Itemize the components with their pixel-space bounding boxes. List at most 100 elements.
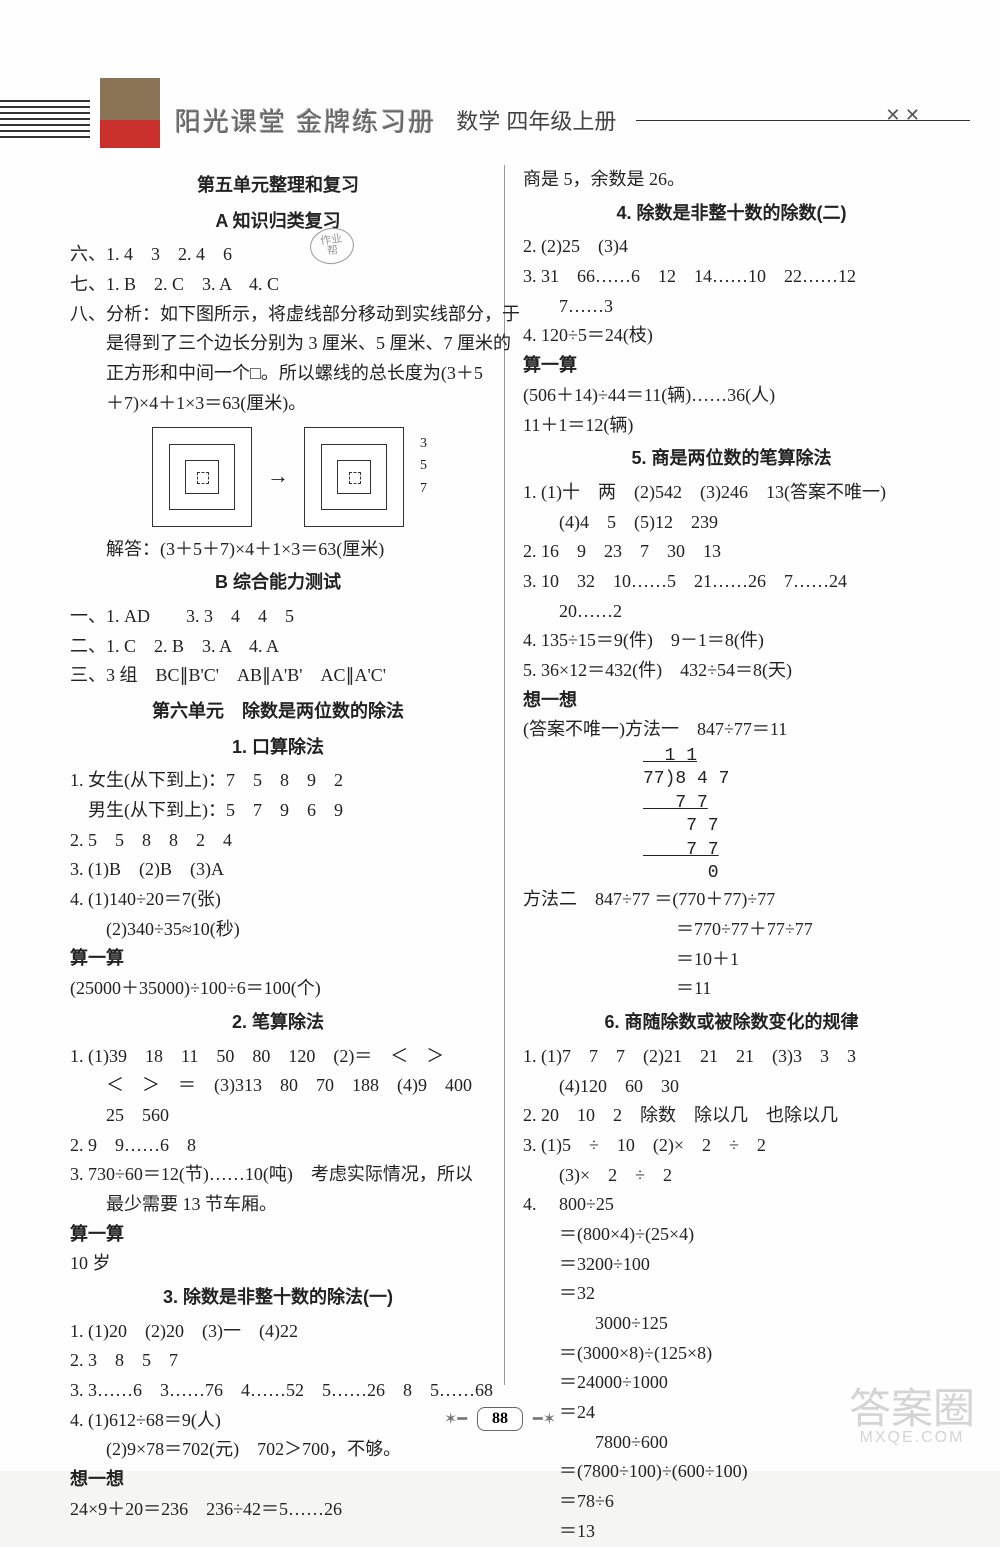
series-title: 阳光课堂 金牌练习册 [175, 102, 436, 139]
answer-line: ＝13 [523, 1517, 940, 1547]
answer-line: (506＋14)÷44＝11(辆)……36(人) [523, 381, 940, 411]
answer-line: 3. (1)B (2)B (3)A [70, 855, 486, 885]
watermark-main: 答案圈 [849, 1388, 975, 1430]
unit6-title: 第六单元 除数是两位数的除法 [70, 697, 486, 727]
ld-step: 7 7 [643, 839, 940, 862]
footer-deco-right: ━✶ [533, 1409, 556, 1429]
spiral-dims: 3 5 7 [420, 436, 427, 498]
answer-line: 1. (1)20 (2)20 (3)一 (4)22 [70, 1317, 486, 1347]
subject-grade: 数学 四年级上册 [456, 104, 616, 136]
dim-label: 7 [420, 481, 427, 498]
answer-line: 5. 36×12＝432(件) 432÷54＝8(天) [523, 656, 940, 686]
spiral-right: 3 5 7 [304, 427, 404, 527]
ld-remainder: 0 [643, 862, 940, 885]
answer-line: 11＋1＝12(辆) [523, 411, 940, 441]
answer-line: 3000÷125 [523, 1309, 940, 1339]
answer-line: 4. 800÷25 [523, 1190, 940, 1220]
dim-label: 3 [420, 436, 427, 453]
spiral-center [349, 472, 361, 484]
answer-line: ＝10＋1 [523, 945, 940, 975]
answer-line: 3. 730÷60＝12(节)……10(吨) 考虑实际情况，所以 [70, 1160, 486, 1190]
answer-line: 7……3 [523, 292, 940, 322]
answer-line: 4. 135÷15＝9(件) 9－1＝8(件) [523, 626, 940, 656]
answer-line: 六、1. 4 3 2. 4 6 [70, 240, 486, 270]
answer-line: 2. (2)25 (3)4 [523, 232, 940, 262]
calc-heading: 算一算 [523, 351, 940, 381]
section-a-title: A 知识归类复习 [70, 207, 486, 237]
calc-heading: 算一算 [70, 1220, 486, 1250]
answer-line: 解答：(3＋5＋7)×4＋1×3＝63(厘米) [70, 535, 486, 565]
spiral-left [152, 427, 252, 527]
answer-line: (3)× 2 ÷ 2 [523, 1161, 940, 1191]
topic3-title: 3. 除数是非整十数的除法(一) [70, 1283, 486, 1313]
answer-line: 方法二 847÷77 ＝(770＋77)÷77 [523, 885, 940, 915]
topic1-title: 1. 口算除法 [70, 733, 486, 763]
ld-step: 7 7 [643, 792, 940, 815]
answer-line: 七、1. B 2. C 3. A 4. C [70, 270, 486, 300]
answer-line: 1. (1)十 两 (2)542 (3)246 13(答案不唯一) [523, 478, 940, 508]
answer-line: 是得到了三个边长分别为 3 厘米、5 厘米、7 厘米的 [70, 329, 486, 359]
right-column: 商是 5，余数是 26。 4. 除数是非整十数的除数(二) 2. (2)25 (… [505, 165, 940, 1385]
footer-deco-left: ✶━ [444, 1409, 467, 1429]
long-division: 1 1 77)8 4 7 7 7 7 7 7 7 0 [643, 745, 940, 885]
answer-line: 1. (1)39 18 11 50 80 120 (2)＝ ＜ ＞ [70, 1042, 486, 1072]
answer-line: ＝32 [523, 1279, 940, 1309]
answer-line: 4. (1)612÷68＝9(人) [70, 1406, 486, 1436]
answer-line: 1. 女生(从下到上)：7 5 8 9 2 [70, 766, 486, 796]
answer-line: 男生(从下到上)：5 7 9 6 9 [70, 796, 486, 826]
calc-heading: 算一算 [70, 944, 486, 974]
answer-line: ＝(3000×8)÷(125×8) [523, 1339, 940, 1369]
answer-line: 3. 3……6 3……76 4……52 5……26 8 5……68 [70, 1376, 486, 1406]
answer-line: 八、分析：如下图所示，将虚线部分移动到实线部分，于 [70, 300, 486, 330]
think-heading: 想一想 [523, 686, 940, 716]
topic6-title: 6. 商随除数或被除数变化的规律 [523, 1008, 940, 1038]
bird-icons: ✕ ✕ [885, 105, 920, 126]
answer-line: 2. 5 5 8 8 2 4 [70, 826, 486, 856]
header-stripes [0, 100, 90, 140]
ld-divisor: 77)8 4 7 [643, 768, 940, 791]
topic5-title: 5. 商是两位数的笔算除法 [523, 444, 940, 474]
content-area: 第五单元整理和复习 A 知识归类复习 六、1. 4 3 2. 4 6 七、1. … [0, 165, 1000, 1385]
spiral-diagram: → 3 5 7 [70, 427, 486, 527]
answer-line: 商是 5，余数是 26。 [523, 165, 940, 195]
answer-line: 4. (1)140÷20＝7(张) [70, 885, 486, 915]
answer-line: 2. 20 10 2 除数 除以几 也除以几 [523, 1101, 940, 1131]
answer-line: ＋7)×4＋1×3＝63(厘米)。 [70, 389, 486, 419]
page-number: 88 [477, 1407, 523, 1431]
arrow-icon: → [267, 458, 289, 494]
answer-line: ＝78÷6 [523, 1487, 940, 1517]
answer-line: 2. 3 8 5 7 [70, 1346, 486, 1376]
answer-line: 二、1. C 2. B 3. A 4. A [70, 632, 486, 662]
answer-line: 正方形和中间一个□。所以螺线的总长度为(3＋5 [70, 359, 486, 389]
answer-line: (2)340÷35≈10(秒) [70, 915, 486, 945]
topic4-title: 4. 除数是非整十数的除数(二) [523, 199, 940, 229]
left-column: 第五单元整理和复习 A 知识归类复习 六、1. 4 3 2. 4 6 七、1. … [70, 165, 505, 1385]
think-heading: 想一想 [70, 1465, 486, 1495]
ld-quotient: 1 1 [643, 745, 940, 768]
spiral-center [197, 472, 209, 484]
answer-line: (4)4 5 (5)12 239 [523, 508, 940, 538]
page-header: 阳光课堂 金牌练习册 数学 四年级上册 ✕ ✕ [0, 90, 1000, 150]
topic2-title: 2. 笔算除法 [70, 1008, 486, 1038]
answer-line: ＝770÷77＋77÷77 [523, 915, 940, 945]
dim-label: 5 [420, 458, 427, 475]
watermark-sub: MXQE.COM [849, 1430, 975, 1446]
ld-step: 7 7 [643, 815, 940, 838]
section-b-title: B 综合能力测试 [70, 568, 486, 598]
answer-line: (4)120 60 30 [523, 1072, 940, 1102]
watermark: 答案圈 MXQE.COM [849, 1388, 975, 1446]
unit5-title: 第五单元整理和复习 [70, 171, 486, 201]
answer-line: 3. 31 66……6 12 14……10 22……12 [523, 262, 940, 292]
answer-line: (25000＋35000)÷100÷6＝100(个) [70, 974, 486, 1004]
page-footer: ✶━ 88 ━✶ [444, 1407, 556, 1431]
answer-line: ＝3200÷100 [523, 1250, 940, 1280]
answer-line: (答案不唯一)方法一 847÷77＝11 [523, 715, 940, 745]
answer-line: 10 岁 [70, 1249, 486, 1279]
answer-line: 20……2 [523, 597, 940, 627]
answer-line: 三、3 组 BC∥B'C' AB∥A'B' AC∥A'C' [70, 661, 486, 691]
header-logo [100, 78, 160, 148]
answer-line: 1. (1)7 7 7 (2)21 21 21 (3)3 3 3 [523, 1042, 940, 1072]
answer-line: 3. (1)5 ÷ 10 (2)× 2 ÷ 2 [523, 1131, 940, 1161]
answer-line: 一、1. AD 3. 3 4 4 5 [70, 602, 486, 632]
answer-line: (2)9×78＝702(元) 702＞700，不够。 [70, 1435, 486, 1465]
